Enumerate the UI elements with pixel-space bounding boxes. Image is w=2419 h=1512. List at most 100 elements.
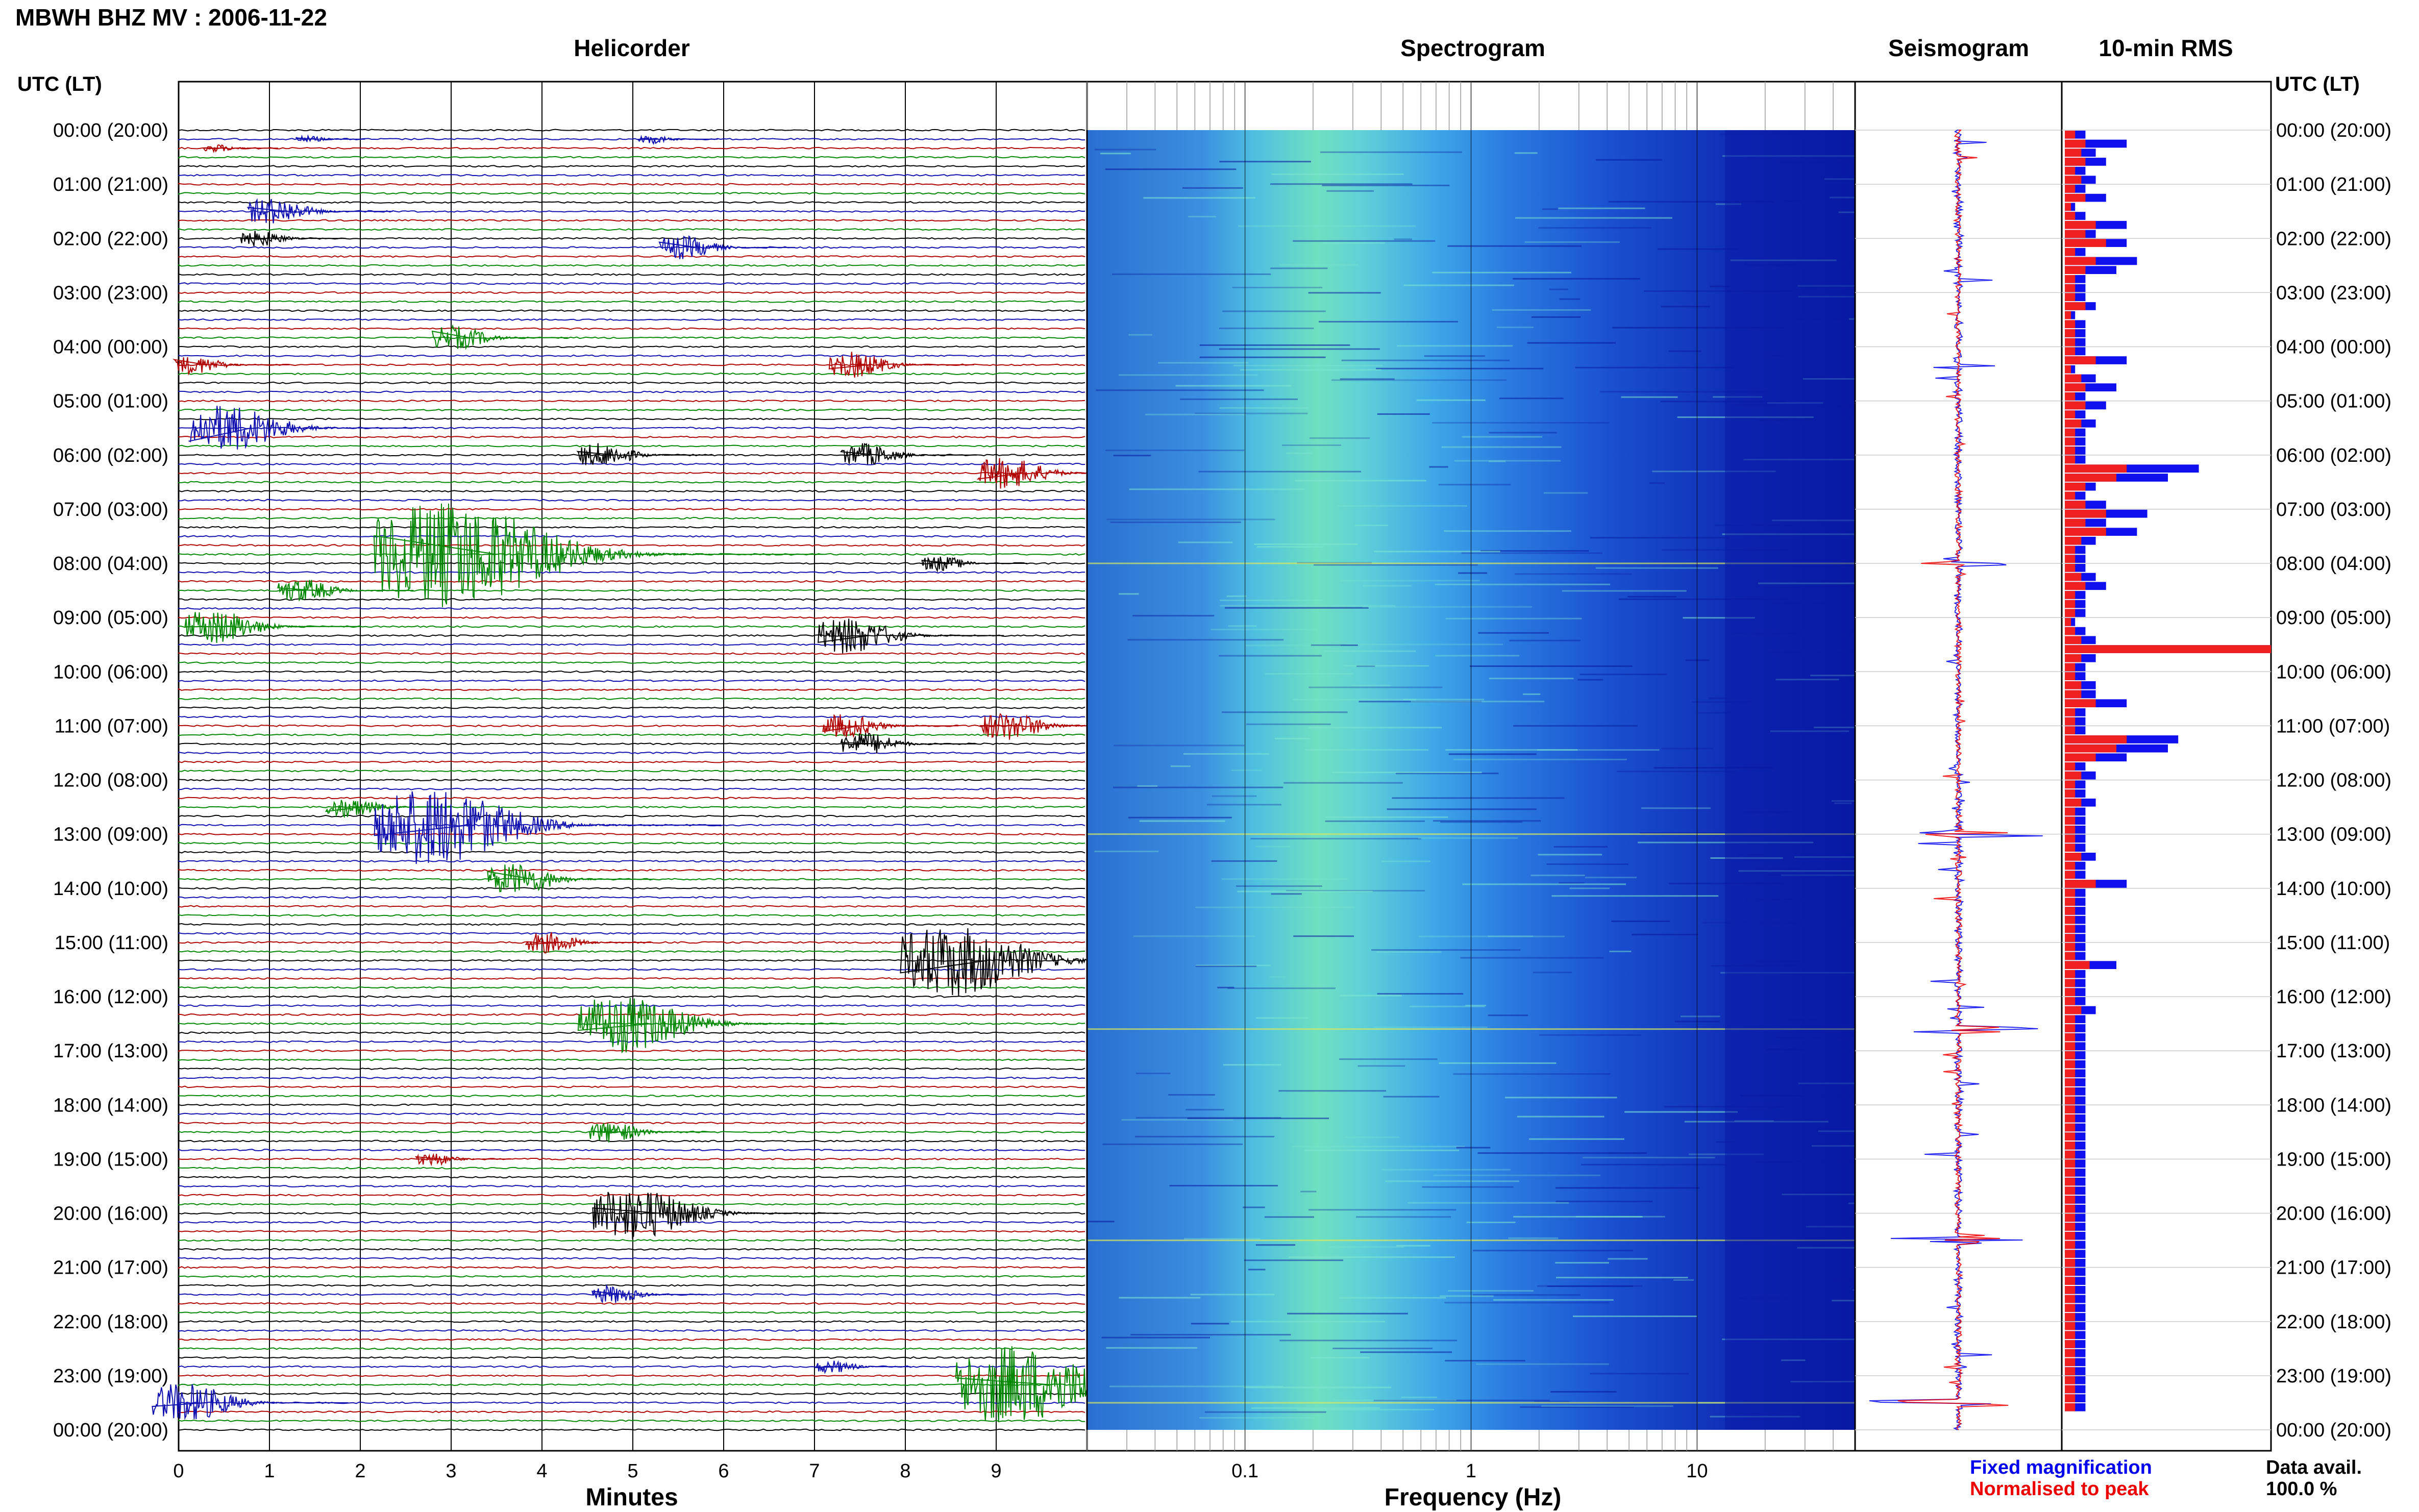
left-time-label: 14:00 (10:00) bbox=[53, 878, 168, 900]
rms-bar-normalised bbox=[2065, 1376, 2076, 1384]
spectrogram-streak bbox=[1509, 639, 1581, 641]
rms-bar-normalised bbox=[2065, 455, 2076, 464]
rms-bar-normalised bbox=[2065, 501, 2086, 509]
left-time-label: 12:00 (08:00) bbox=[53, 770, 168, 791]
spectrogram-streak bbox=[1403, 284, 1514, 286]
spectrogram-streak bbox=[1293, 935, 1354, 937]
spectrogram-streak bbox=[1408, 1202, 1569, 1204]
helicorder-event bbox=[814, 1360, 911, 1374]
rms-bar-normalised bbox=[2065, 627, 2076, 635]
spectrogram-streak bbox=[1331, 379, 1507, 381]
helicorder-trace-line bbox=[178, 616, 1085, 619]
spectrogram-streak bbox=[1472, 1250, 1633, 1252]
rms-bar-normalised bbox=[2065, 365, 2071, 374]
rms-bar-normalised bbox=[2065, 1349, 2076, 1357]
spectrogram-streak bbox=[1644, 290, 1796, 292]
rms-bar-normalised bbox=[2065, 934, 2076, 942]
helicorder-trace-line bbox=[178, 589, 1085, 592]
left-time-label: 10:00 (06:00) bbox=[53, 661, 168, 683]
helicorder-event bbox=[840, 733, 977, 754]
rms-bar-normalised bbox=[2065, 825, 2076, 834]
spectrogram-streak bbox=[1186, 1109, 1224, 1111]
helicorder-trace-line bbox=[178, 571, 1085, 574]
data-availability-value: 100.0 % bbox=[2266, 1478, 2337, 1500]
helicorder-trace-line bbox=[178, 770, 1085, 773]
spectrogram-streak bbox=[1590, 537, 1729, 539]
spectrogram-streak bbox=[1432, 422, 1609, 424]
spectrogram-streak bbox=[1710, 285, 1730, 287]
spectrogram-streak bbox=[1322, 184, 1450, 186]
rms-bar-normalised bbox=[2065, 1105, 2076, 1113]
helicorder-event bbox=[577, 998, 845, 1054]
spectrogram-streak bbox=[1145, 413, 1246, 415]
spectrogram-streak bbox=[1339, 1297, 1446, 1299]
rms-bar-normalised bbox=[2065, 844, 2076, 852]
spectrogram-streak bbox=[1270, 267, 1328, 269]
spectrogram-streak bbox=[1354, 525, 1388, 526]
spectrogram-streak bbox=[1184, 1238, 1261, 1240]
helicorder-trace-line bbox=[178, 1239, 1085, 1242]
rms-bar-normalised bbox=[2065, 1250, 2076, 1258]
rms-bar-normalised bbox=[2065, 853, 2082, 861]
spectrogram-streak bbox=[1113, 455, 1151, 457]
spectrogram-streak bbox=[1101, 1336, 1210, 1339]
spectrogram-streak bbox=[1264, 1216, 1314, 1218]
rms-bar-normalised bbox=[2065, 518, 2086, 527]
helicorder-trace-line bbox=[178, 454, 1085, 457]
spectrogram-streak bbox=[1558, 207, 1645, 209]
spectrogram-streak bbox=[1178, 541, 1233, 543]
spectrogram-streak bbox=[1691, 701, 1752, 703]
spectrogram-streak bbox=[1133, 935, 1255, 937]
helicorder-event bbox=[172, 357, 290, 376]
spectrogram-streak bbox=[1581, 1163, 1726, 1166]
helicorder-event bbox=[637, 135, 718, 145]
helicorder-trace-line bbox=[178, 273, 1085, 276]
spectrogram-streak bbox=[1383, 1096, 1440, 1098]
helicorder-trace-line bbox=[178, 408, 1085, 411]
spectrogram-streak bbox=[1206, 804, 1281, 806]
spectrogram-streak bbox=[1168, 1094, 1215, 1096]
spectrogram-streak bbox=[1300, 1191, 1317, 1193]
helicorder-trace-line bbox=[178, 1095, 1085, 1098]
helicorder-trace-line bbox=[178, 1320, 1085, 1323]
rms-bar-normalised bbox=[2065, 1367, 2076, 1375]
spectrogram-streak bbox=[1211, 629, 1318, 631]
spectrogram-streak bbox=[1289, 1256, 1455, 1258]
rms-bar-normalised bbox=[2065, 780, 2076, 789]
spectrogram-streak bbox=[1363, 585, 1412, 587]
spectrogram-streak bbox=[1196, 965, 1257, 967]
legend-fixed-magnification: Fixed magnification bbox=[1970, 1457, 2152, 1478]
spectrogram-streak bbox=[1340, 995, 1402, 997]
rms-bar-normalised bbox=[2065, 663, 2076, 672]
right-time-label: 06:00 (02:00) bbox=[2276, 445, 2391, 466]
seismogram-normalised-trace bbox=[1897, 130, 2009, 1430]
helicorder-trace-line bbox=[178, 219, 1085, 222]
left-time-label: 00:00 (20:00) bbox=[53, 120, 168, 141]
helicorder-trace-line bbox=[178, 1103, 1085, 1106]
spectrogram-streak bbox=[1531, 874, 1585, 876]
helicorder-trace-line bbox=[178, 1392, 1085, 1396]
spectrogram-streak bbox=[1105, 168, 1237, 170]
spectrogram-streak bbox=[1119, 593, 1139, 595]
spectrogram-streak bbox=[1279, 264, 1359, 266]
rms-bar-normalised bbox=[2065, 1114, 2076, 1123]
spectrogram-streak bbox=[1360, 1351, 1452, 1353]
spectrogram-streak bbox=[1392, 797, 1565, 799]
spectrogram-streak bbox=[1524, 241, 1620, 243]
spectrogram-streak bbox=[1270, 183, 1413, 185]
spectrogram-streak bbox=[1376, 951, 1442, 953]
rms-bar-normalised bbox=[2065, 1313, 2076, 1321]
helicorder-trace-line bbox=[178, 1302, 1085, 1305]
helicorder-trace-line bbox=[178, 733, 1085, 736]
helicorder-trace-line bbox=[178, 1410, 1085, 1414]
spectrogram-streak bbox=[1505, 1097, 1617, 1099]
spectrogram-streak bbox=[1433, 1174, 1600, 1176]
spectrogram-streak bbox=[1395, 773, 1499, 775]
rms-bar-normalised bbox=[2065, 1177, 2076, 1186]
left-time-label: 13:00 (09:00) bbox=[53, 824, 168, 846]
spectrogram-title: Spectrogram bbox=[1400, 35, 1545, 61]
left-time-label: 04:00 (00:00) bbox=[53, 337, 168, 358]
rms-bar-normalised bbox=[2065, 1403, 2076, 1411]
left-time-label: 07:00 (03:00) bbox=[53, 499, 168, 520]
minute-tick-label: 1 bbox=[264, 1460, 275, 1482]
